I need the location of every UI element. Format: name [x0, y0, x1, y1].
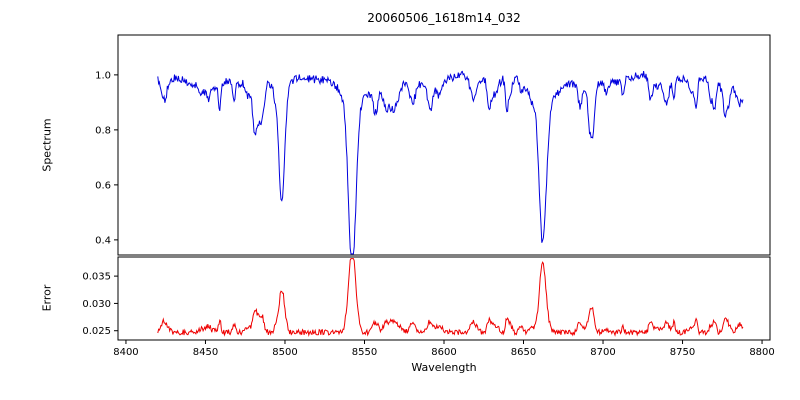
x-tick-label: 8750 — [670, 347, 695, 358]
x-tick-label: 8500 — [272, 347, 297, 358]
spectrum-axes-frame — [117, 34, 771, 256]
x-tick-label: 8400 — [113, 347, 138, 358]
x-tick-label: 8700 — [590, 347, 615, 358]
y-tick-label: 0.035 — [82, 272, 111, 283]
x-axis-label: Wavelength — [411, 361, 477, 374]
y-tick-label: 0.030 — [82, 299, 111, 310]
x-tick-label: 8450 — [193, 347, 218, 358]
y-tick-label: 0.8 — [95, 125, 111, 136]
chart-title: 20060506_1618m14_032 — [367, 11, 521, 25]
x-tick-label: 8650 — [511, 347, 536, 358]
x-tick-label: 8600 — [431, 347, 456, 358]
y-tick-label: 1.0 — [95, 70, 111, 81]
error-series-line — [157, 258, 744, 337]
y-tick-label: 0.4 — [95, 235, 111, 246]
y-tick-label: 0.025 — [82, 326, 111, 337]
spectrum-series-line — [157, 70, 744, 255]
y-tick-label: 0.6 — [95, 180, 111, 191]
x-tick-label: 8800 — [749, 347, 774, 358]
x-tick-label: 8550 — [352, 347, 377, 358]
